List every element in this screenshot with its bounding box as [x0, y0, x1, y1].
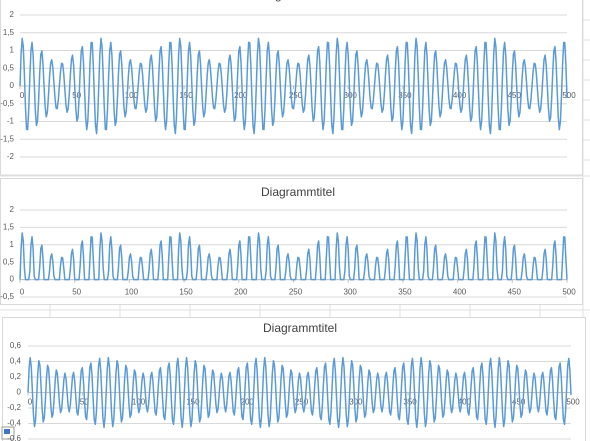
chart-title: Diagrammtitel	[257, 0, 331, 2]
x-tick-label: 200	[241, 398, 255, 407]
chart-title: Diagrammtitel	[261, 185, 335, 199]
x-tick-label: 200	[234, 288, 248, 297]
x-tick-label: 250	[289, 288, 303, 297]
x-tick-label: 200	[234, 91, 248, 100]
x-tick-label: 450	[508, 288, 522, 297]
y-tick-label: 0,6	[10, 341, 22, 350]
x-tick-label: 250	[289, 91, 303, 100]
x-tick-label: 450	[512, 398, 526, 407]
y-tick-label: 0,5	[3, 257, 15, 266]
x-tick-label: 0	[28, 398, 33, 407]
x-tick-label: 50	[72, 91, 81, 100]
y-tick-label: -0,6	[7, 434, 21, 441]
x-tick-label: 500	[562, 288, 576, 297]
y-tick-label: 0	[10, 275, 15, 284]
x-tick-label: 100	[132, 398, 146, 407]
chart-title: Diagrammtitel	[263, 321, 337, 335]
x-tick-label: 400	[453, 288, 467, 297]
y-tick-label: -2	[7, 152, 15, 161]
x-tick-label: 150	[179, 288, 193, 297]
y-tick-label: -0,2	[7, 403, 21, 412]
x-tick-label: 350	[398, 91, 412, 100]
y-tick-label: 2	[10, 10, 15, 19]
y-tick-label: 0,5	[3, 63, 15, 72]
y-tick-label: 1,5	[3, 223, 15, 232]
x-tick-label: 500	[562, 91, 576, 100]
y-tick-label: -1,5	[0, 134, 14, 143]
chart-area[interactable]	[0, 178, 583, 305]
y-tick-label: 0,2	[10, 372, 22, 381]
data-line	[19, 232, 568, 281]
y-tick-label: 1,5	[3, 28, 15, 37]
y-tick-label: 0	[10, 81, 15, 90]
y-tick-label: 2	[10, 205, 15, 214]
x-tick-label: 400	[458, 398, 472, 407]
x-tick-label: 50	[72, 288, 81, 297]
data-line	[19, 37, 568, 135]
x-tick-label: 0	[20, 288, 25, 297]
x-tick-label: 300	[349, 398, 363, 407]
y-tick-label: 0	[17, 388, 22, 397]
x-tick-label: 350	[398, 288, 412, 297]
x-tick-label: 450	[508, 91, 522, 100]
y-tick-label: -0,4	[7, 419, 21, 428]
y-tick-label: 1	[10, 46, 15, 55]
paste-options-icon[interactable]	[1, 426, 15, 440]
data-line	[27, 356, 572, 429]
y-tick-label: -0,5	[0, 99, 14, 108]
chart-area[interactable]	[0, 0, 583, 176]
x-tick-label: 300	[344, 288, 358, 297]
y-tick-label: 1	[10, 240, 15, 249]
y-tick-label: -0,5	[0, 292, 14, 301]
y-tick-label: -1	[7, 117, 15, 126]
x-tick-label: 500	[566, 398, 580, 407]
x-tick-label: 100	[125, 91, 139, 100]
x-tick-label: 0	[20, 91, 25, 100]
y-tick-label: 0,4	[10, 357, 22, 366]
x-tick-label: 100	[125, 288, 139, 297]
